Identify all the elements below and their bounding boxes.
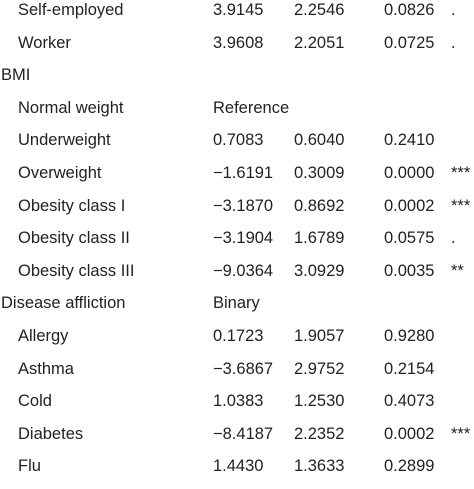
table-row: Obesity class I −3.1870 0.8692 0.0002 **… bbox=[0, 196, 474, 229]
p-value-cell: 0.0035 bbox=[384, 261, 435, 280]
std-error-cell: 1.9057 bbox=[294, 326, 345, 345]
row-label: Overweight bbox=[18, 163, 102, 182]
table-row: Underweight 0.7083 0.6040 0.2410 bbox=[0, 130, 474, 163]
row-label: Underweight bbox=[18, 131, 111, 150]
coefficient-cell: −3.1904 bbox=[213, 229, 274, 248]
p-value-cell: 0.2410 bbox=[384, 131, 435, 150]
significance-cell: . bbox=[451, 229, 456, 248]
coefficient-cell: −3.6867 bbox=[213, 359, 274, 378]
std-error-cell: 2.9752 bbox=[294, 359, 345, 378]
section-label: Disease affliction bbox=[1, 294, 126, 313]
table-row: Overweight −1.6191 0.3009 0.0000 *** bbox=[0, 163, 474, 196]
coefficient-cell: 1.4430 bbox=[213, 457, 264, 476]
table-row: Cold 1.0383 1.2530 0.4073 bbox=[0, 391, 474, 424]
row-label: Diabetes bbox=[18, 424, 84, 443]
row-label: Allergy bbox=[18, 326, 69, 345]
std-error-cell: 1.6789 bbox=[294, 229, 345, 248]
coefficient-cell: 3.9608 bbox=[213, 33, 264, 52]
std-error-cell: 1.3633 bbox=[294, 457, 345, 476]
std-error-cell: 0.6040 bbox=[294, 131, 345, 150]
table-row: Asthma −3.6867 2.9752 0.2154 bbox=[0, 359, 474, 392]
table-row: Obesity class III −9.0364 3.0929 0.0035 … bbox=[0, 261, 474, 294]
significance-cell: . bbox=[451, 1, 456, 19]
row-label: Self-employed bbox=[18, 1, 124, 19]
p-value-cell: 0.0002 bbox=[384, 424, 435, 443]
p-value-cell: 0.0725 bbox=[384, 33, 435, 52]
row-label: Obesity class I bbox=[18, 196, 126, 215]
table-row: Worker 3.9608 2.2051 0.0725 . bbox=[0, 33, 474, 66]
std-error-cell: 0.8692 bbox=[294, 196, 345, 215]
p-value-cell: 0.0826 bbox=[384, 1, 435, 19]
std-error-cell: 2.2352 bbox=[294, 424, 345, 443]
table-row: Self-employed 3.9145 2.2546 0.0826 . bbox=[0, 0, 474, 33]
table-row: Flu 1.4430 1.3633 0.2899 bbox=[0, 456, 474, 489]
table-row: Allergy 0.1723 1.9057 0.9280 bbox=[0, 326, 474, 359]
row-label: Flu bbox=[18, 457, 41, 476]
std-error-cell: 0.3009 bbox=[294, 163, 345, 182]
p-value-cell: 0.4073 bbox=[384, 392, 435, 411]
std-error-cell: 2.2546 bbox=[294, 1, 345, 19]
significance-cell: ** bbox=[451, 261, 464, 280]
p-value-cell: 0.2154 bbox=[384, 359, 435, 378]
significance-cell: *** bbox=[451, 163, 471, 182]
table-row: Diabetes −8.4187 2.2352 0.0002 *** bbox=[0, 424, 474, 457]
section-label: BMI bbox=[1, 66, 31, 85]
significance-cell: *** bbox=[451, 424, 471, 443]
row-label: Worker bbox=[18, 33, 71, 52]
table-row: Obesity class II −3.1904 1.6789 0.0575 . bbox=[0, 228, 474, 261]
p-value-cell: 0.0002 bbox=[384, 196, 435, 215]
section-row-bmi: BMI bbox=[0, 65, 474, 98]
coefficient-cell: 0.1723 bbox=[213, 326, 264, 345]
row-label: Normal weight bbox=[18, 98, 124, 117]
std-error-cell: 2.2051 bbox=[294, 33, 345, 52]
table-row: Normal weight Reference bbox=[0, 98, 474, 131]
coefficient-cell: 1.0383 bbox=[213, 392, 264, 411]
std-error-cell: 3.0929 bbox=[294, 261, 345, 280]
coefficient-cell: −3.1870 bbox=[213, 196, 274, 215]
row-label: Cold bbox=[18, 392, 52, 411]
row-label: Asthma bbox=[18, 359, 74, 378]
p-value-cell: 0.2899 bbox=[384, 457, 435, 476]
coefficient-cell: −1.6191 bbox=[213, 163, 274, 182]
coefficient-cell: Binary bbox=[213, 294, 260, 313]
p-value-cell: 0.0575 bbox=[384, 229, 435, 248]
row-label: Obesity class III bbox=[18, 261, 135, 280]
coefficient-cell: −9.0364 bbox=[213, 261, 274, 280]
row-label: Obesity class II bbox=[18, 229, 130, 248]
significance-cell: . bbox=[451, 33, 456, 52]
coefficient-cell: Reference bbox=[213, 98, 290, 117]
std-error-cell: 1.2530 bbox=[294, 392, 345, 411]
coefficient-cell: 0.7083 bbox=[213, 131, 264, 150]
section-row-disease-affliction: Disease affliction Binary bbox=[0, 293, 474, 326]
coefficient-cell: 3.9145 bbox=[213, 1, 264, 19]
p-value-cell: 0.0000 bbox=[384, 163, 435, 182]
p-value-cell: 0.9280 bbox=[384, 326, 435, 345]
significance-cell: *** bbox=[451, 196, 471, 215]
coefficient-cell: −8.4187 bbox=[213, 424, 274, 443]
